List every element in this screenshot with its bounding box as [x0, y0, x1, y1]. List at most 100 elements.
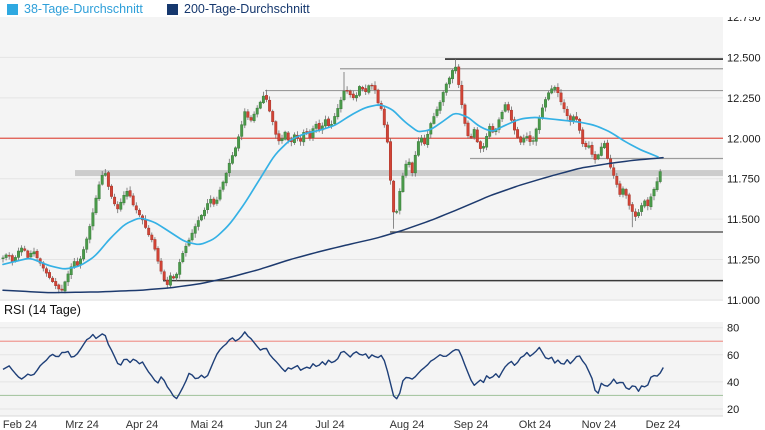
candle-down: [423, 138, 427, 145]
candle-down: [7, 255, 11, 257]
candle-up: [404, 163, 408, 176]
candle-up: [175, 273, 179, 279]
candle-up: [221, 181, 225, 190]
candle-down: [584, 142, 588, 147]
candle-down: [156, 248, 160, 262]
candle-down: [60, 288, 64, 291]
candle-up: [407, 161, 411, 165]
candle-up: [522, 137, 526, 143]
candle-up: [79, 258, 82, 265]
candle-up: [451, 70, 454, 80]
candle-down: [212, 198, 216, 205]
candle-up: [444, 83, 448, 93]
candle-down: [147, 227, 151, 236]
candle-up: [215, 199, 219, 204]
candle-up: [1, 257, 5, 259]
price-axis-label: 11.750: [727, 174, 760, 186]
candle-up: [224, 172, 228, 184]
candle-up: [503, 104, 507, 112]
candle-up: [280, 138, 284, 142]
candle-down: [559, 92, 563, 103]
candle-down: [370, 84, 374, 87]
candle-down: [491, 126, 495, 133]
price-axis-label: 11.500: [727, 214, 760, 226]
candle-up: [547, 92, 551, 100]
legend-label-ma200: 200-Tage-Durchschnitt: [184, 2, 310, 16]
candle-up: [17, 250, 20, 258]
rsi-axis-label: 80: [727, 323, 739, 335]
candle-down: [144, 219, 148, 228]
candle-up: [252, 113, 256, 122]
candle-up: [227, 162, 231, 174]
x-axis-month-label: Mrz 24: [65, 419, 99, 430]
candle-down: [633, 211, 637, 217]
rsi-axis-label: 40: [727, 377, 739, 389]
candle-down: [516, 129, 520, 138]
candle-down: [509, 109, 513, 121]
candle-down: [10, 255, 14, 262]
candle-down: [249, 117, 253, 121]
candle-up: [438, 102, 442, 111]
candle-down: [475, 129, 479, 143]
candle-down: [35, 250, 39, 259]
x-axis-month-label: Dez 24: [646, 419, 681, 430]
candle-down: [612, 167, 616, 176]
candle-up: [599, 146, 603, 156]
candle-up: [168, 275, 172, 286]
candle-up: [311, 128, 315, 138]
candle-down: [51, 277, 55, 282]
ma38-line: [2, 104, 659, 270]
candle-up: [395, 211, 399, 213]
candle-down: [466, 122, 470, 137]
rsi-panel-title: RSI (14 Tage): [4, 303, 81, 317]
support-band: [75, 170, 723, 177]
candle-up: [234, 147, 237, 157]
candle-up: [426, 134, 430, 145]
candle-up: [643, 200, 647, 207]
candle-down: [113, 196, 117, 205]
candle-down: [246, 111, 250, 118]
candle-down: [618, 183, 622, 195]
candle-up: [637, 212, 640, 217]
candle-up: [196, 220, 200, 227]
candle-down: [116, 204, 120, 210]
candle-up: [447, 77, 451, 85]
candle-up: [69, 266, 73, 275]
x-axis-month-label: Aug 24: [390, 419, 425, 430]
x-axis-month-label: Okt 24: [519, 419, 551, 430]
candle-down: [165, 279, 169, 285]
candle-up: [472, 129, 476, 138]
candle-down: [457, 66, 461, 85]
legend-item-ma38[interactable]: 38-Tage-Durchschnitt: [7, 1, 143, 17]
candle-down: [274, 121, 278, 135]
candle-up: [621, 188, 625, 195]
legend-swatch-ma200: [167, 3, 178, 15]
candle-down: [389, 141, 392, 181]
legend-item-ma200[interactable]: 200-Tage-Durchschnitt: [167, 1, 310, 17]
candle-down: [506, 104, 510, 111]
candle-down: [153, 239, 157, 250]
candle-up: [342, 90, 346, 100]
candle-down: [562, 102, 566, 110]
candle-up: [181, 253, 185, 262]
candle-down: [57, 284, 61, 290]
candle-down: [48, 272, 51, 278]
candle-down: [410, 162, 414, 173]
candle-down: [460, 85, 464, 105]
candle-down: [137, 210, 141, 216]
candle-up: [66, 273, 70, 283]
candle-up: [100, 175, 104, 185]
price-axis-label: 12.500: [727, 52, 761, 64]
candle-down: [348, 90, 352, 96]
candle-up: [88, 226, 92, 240]
candle-up: [302, 132, 306, 143]
candle-up: [432, 116, 436, 124]
candle-down: [271, 111, 275, 122]
candle-down: [615, 176, 619, 185]
candle-up: [640, 205, 644, 212]
candle-down: [364, 88, 368, 92]
candle-up: [525, 136, 529, 139]
candle-up: [602, 143, 606, 149]
candle-up: [243, 111, 247, 126]
